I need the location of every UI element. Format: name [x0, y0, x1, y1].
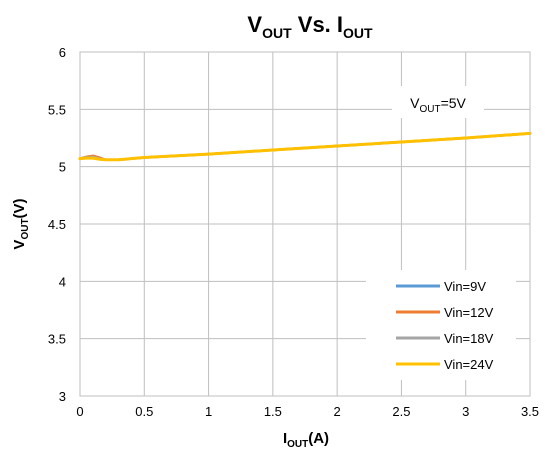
legend-item-label: Vin=12V	[444, 305, 494, 320]
y-axis-ticks: 3 3.5 4 4.5 5 5.5 6	[48, 45, 66, 404]
x-tick-label: 1.5	[264, 404, 282, 419]
y-axis-label: VOUT(V)	[11, 198, 31, 249]
y-tick-label: 6	[59, 45, 66, 60]
svg-text:VOUT=5V: VOUT=5V	[410, 95, 466, 115]
y-tick-label: 4.5	[48, 217, 66, 232]
vout-annotation: VOUT=5V	[392, 86, 484, 118]
x-axis-label: IOUT(A)	[283, 430, 329, 450]
x-tick-label: 3	[462, 404, 469, 419]
x-axis-ticks: 0 0.5 1 1.5 2 2.5 3 3.5	[76, 404, 539, 419]
legend-item-label: Vin=18V	[444, 331, 494, 346]
x-tick-label: 2.5	[392, 404, 410, 419]
x-tick-label: 2	[334, 404, 341, 419]
legend: Vin=9V Vin=12V Vin=18V Vin=24V	[366, 270, 516, 380]
legend-box	[366, 270, 516, 380]
series-line	[78, 131, 532, 162]
y-tick-label: 5.5	[48, 102, 66, 117]
y-tick-label: 4	[59, 274, 66, 289]
series-lines	[78, 131, 532, 162]
chart-title: VOUT Vs. IOUT	[247, 12, 373, 41]
x-tick-label: 3.5	[521, 404, 539, 419]
x-tick-label: 0.5	[135, 404, 153, 419]
y-tick-label: 5	[59, 160, 66, 175]
legend-item-label: Vin=24V	[444, 357, 494, 372]
x-tick-label: 0	[76, 404, 83, 419]
y-tick-label: 3.5	[48, 332, 66, 347]
legend-item-label: Vin=9V	[444, 279, 486, 294]
y-tick-label: 3	[59, 389, 66, 404]
x-tick-label: 1	[205, 404, 212, 419]
